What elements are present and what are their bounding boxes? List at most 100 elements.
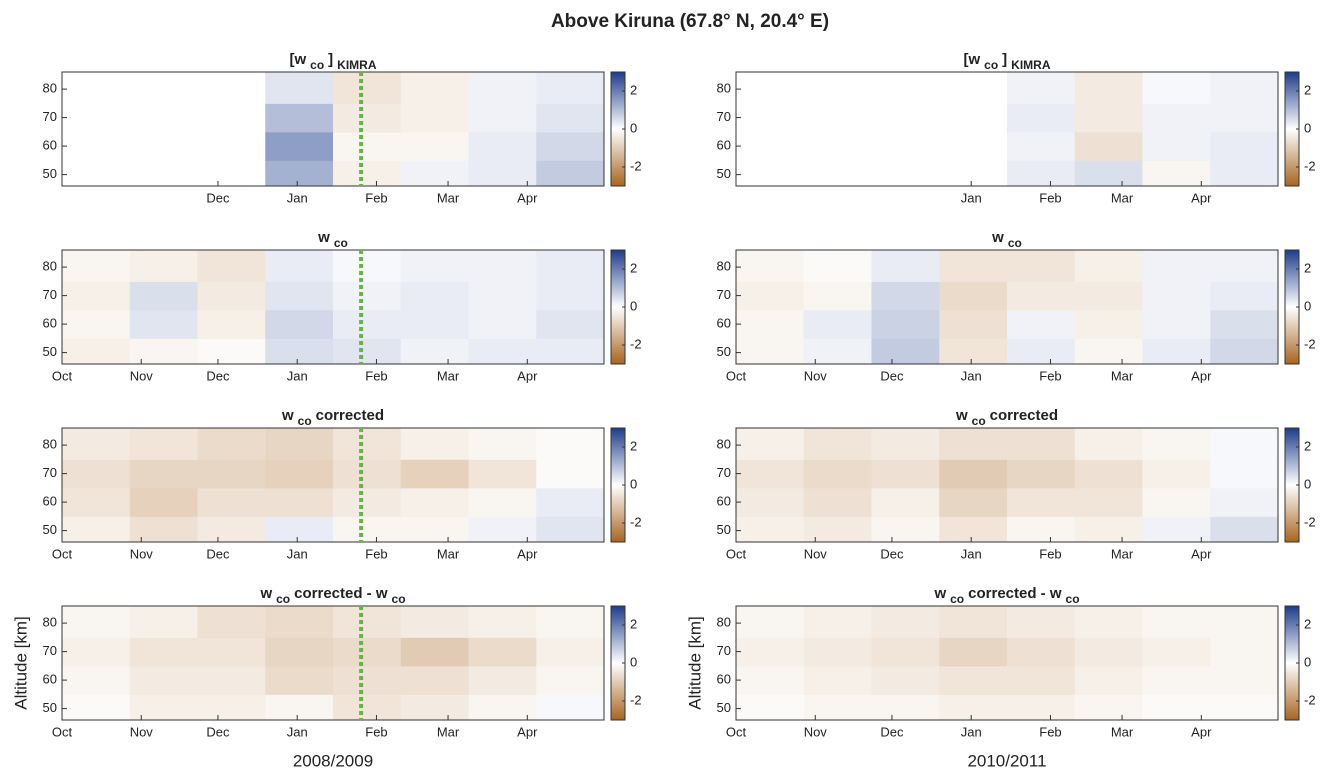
colorbar-tick-label: 2 xyxy=(630,260,637,275)
heat-cell xyxy=(1074,131,1143,161)
panel-title: [w co] KIMRA xyxy=(289,51,376,72)
title-part: w xyxy=(281,407,294,424)
y-tick-label: 50 xyxy=(43,344,57,359)
heat-cell xyxy=(939,250,1008,282)
heat-cell xyxy=(1210,694,1278,720)
heat-cell xyxy=(62,694,131,720)
heat-cell xyxy=(1142,516,1211,542)
title-part: co xyxy=(334,236,348,250)
x-tick-label: Mar xyxy=(1111,546,1134,561)
heat-cell xyxy=(129,516,198,542)
x-tick-label: Mar xyxy=(1111,724,1134,739)
heat-cell xyxy=(400,606,469,638)
heat-cell xyxy=(736,516,805,542)
panel-title: w co corrected xyxy=(955,407,1058,428)
title-part: KIMRA xyxy=(337,58,377,72)
heat-cell xyxy=(736,309,805,339)
heat-cell xyxy=(129,606,198,638)
heat-cell xyxy=(400,250,469,282)
heat-cell xyxy=(1007,459,1076,489)
y-tick-label: 60 xyxy=(717,316,731,331)
heat-cell xyxy=(736,250,805,282)
x-axis-label: 2010/2011 xyxy=(967,751,1046,770)
heat-cell xyxy=(736,606,805,638)
heat-cell xyxy=(265,72,334,104)
heat-cell xyxy=(1210,459,1278,489)
title-part: co xyxy=(984,58,998,72)
colorbar-tick-label: 0 xyxy=(1304,120,1311,135)
heat-cell xyxy=(1074,338,1143,364)
y-tick-label: 70 xyxy=(717,465,731,480)
heat-cell xyxy=(265,694,334,720)
x-tick-label: Feb xyxy=(1039,724,1061,739)
y-tick-label: 80 xyxy=(43,615,57,630)
heat-cell xyxy=(333,131,402,161)
title-part: corrected - w xyxy=(294,585,388,602)
heat-cell xyxy=(333,694,402,720)
heat-cell xyxy=(62,338,131,364)
x-tick-label: Oct xyxy=(52,546,73,561)
heat-cell xyxy=(536,665,604,695)
heat-cell xyxy=(536,250,604,282)
title-part: corrected xyxy=(316,407,384,424)
x-tick-label: Dec xyxy=(206,724,230,739)
heat-cell xyxy=(197,694,266,720)
heat-cell xyxy=(536,103,604,133)
heat-cell xyxy=(536,309,604,339)
colorbar-tick-label: -2 xyxy=(630,158,642,173)
x-tick-label: Feb xyxy=(1039,546,1061,561)
heat-cell xyxy=(1074,250,1143,282)
y-tick-label: 80 xyxy=(717,259,731,274)
x-tick-label: Oct xyxy=(726,368,747,383)
heat-cell xyxy=(333,459,402,489)
heat-cell xyxy=(400,309,469,339)
y-tick-label: 60 xyxy=(43,672,57,687)
heat-cell xyxy=(803,428,872,460)
x-axis-label: 2008/2009 xyxy=(293,751,373,770)
x-tick-label: Oct xyxy=(726,546,747,561)
heat-cell xyxy=(1074,309,1143,339)
heat-cell xyxy=(333,516,402,542)
x-tick-label: Mar xyxy=(437,724,460,739)
heat-cell xyxy=(736,459,805,489)
heat-cell xyxy=(468,487,537,517)
y-tick-label: 50 xyxy=(43,166,57,181)
x-tick-label: Dec xyxy=(206,546,230,561)
panel-title: w co corrected xyxy=(281,407,384,428)
x-tick-label: Jan xyxy=(287,190,308,205)
panel-title: w co xyxy=(317,229,348,250)
heat-cell xyxy=(468,309,537,339)
x-tick-label: Apr xyxy=(1191,546,1212,561)
heat-cell xyxy=(468,131,537,161)
heat-cell xyxy=(468,459,537,489)
heat-cell xyxy=(333,281,402,311)
heat-cell xyxy=(333,160,402,186)
x-tick-label: Nov xyxy=(130,368,154,383)
x-tick-label: Oct xyxy=(726,724,747,739)
axes-box xyxy=(61,427,605,543)
title-part: co xyxy=(1066,592,1080,606)
heat-cell xyxy=(62,428,131,460)
x-tick-label: Nov xyxy=(804,546,828,561)
heat-cell xyxy=(265,665,334,695)
heat-cell xyxy=(939,487,1008,517)
heat-cell xyxy=(1074,606,1143,638)
heat-cell xyxy=(736,637,805,667)
colorbar-tick-label: 0 xyxy=(1304,654,1311,669)
colorbar-tick-label: 2 xyxy=(630,616,637,631)
heat-cell xyxy=(803,694,872,720)
y-tick-label: 70 xyxy=(43,643,57,658)
title-part: co xyxy=(1008,236,1022,250)
colorbar-tick-label: -2 xyxy=(630,692,642,707)
heat-cell xyxy=(1007,338,1076,364)
heat-cell xyxy=(1007,487,1076,517)
heat-cell xyxy=(803,606,872,638)
heat-cell xyxy=(265,281,334,311)
heat-cell xyxy=(400,487,469,517)
heat-cell xyxy=(1074,72,1143,104)
heat-cell xyxy=(1007,103,1076,133)
colorbar-tick-label: 0 xyxy=(1304,476,1311,491)
heat-cell xyxy=(1210,131,1278,161)
